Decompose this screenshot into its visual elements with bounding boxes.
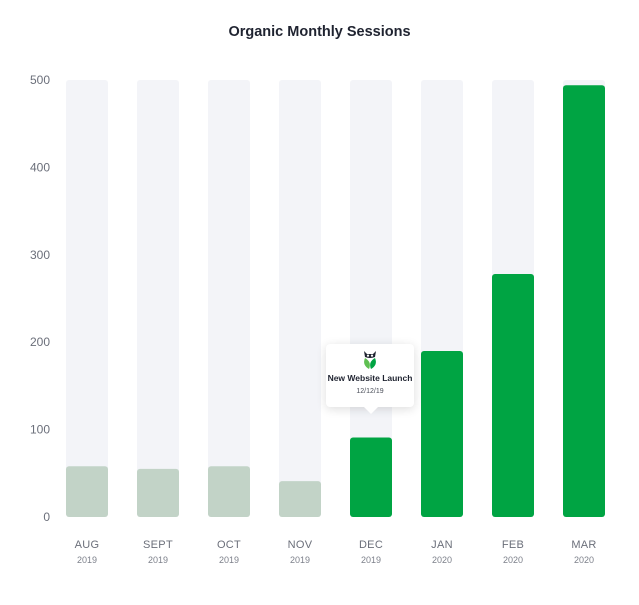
x-tick-month: AUG [75, 539, 100, 551]
x-tick-month: OCT [217, 539, 241, 551]
y-tick-label: 100 [30, 423, 50, 437]
owl-leaf-logo-icon [364, 351, 376, 369]
y-tick-label: 200 [30, 335, 50, 349]
bar-track [350, 80, 392, 517]
bar-sept [137, 468, 179, 517]
y-tick-label: 500 [30, 73, 50, 87]
x-tick-month: SEPT [143, 539, 173, 551]
annotation-title: New Website Launch [327, 373, 413, 383]
bar-track [137, 80, 179, 517]
bar-track [66, 80, 108, 517]
y-axis: 0 100 200 300 400 500 [30, 73, 50, 524]
x-tick-month: NOV [288, 539, 313, 551]
y-tick-label: 400 [30, 160, 50, 174]
x-tick-year: 2019 [219, 555, 239, 565]
x-tick-month: MAR [571, 539, 596, 551]
bar-oct [208, 466, 250, 517]
bar-mar [563, 85, 605, 517]
x-tick-year: 2020 [432, 555, 452, 565]
x-tick-month: JAN [431, 539, 453, 551]
chart-title: Organic Monthly Sessions [228, 24, 411, 40]
x-axis: AUG 2019 SEPT 2019 OCT 2019 NOV 2019 DEC 2019 JAN 2… [75, 539, 597, 565]
bar-nov [279, 481, 321, 517]
bar-jan [421, 350, 463, 517]
x-tick-year: 2019 [290, 555, 310, 565]
bar-dec [350, 437, 392, 517]
bars [66, 85, 605, 517]
x-tick-year: 2020 [503, 555, 523, 565]
x-tick-year: 2020 [574, 555, 594, 565]
x-tick-year: 2019 [77, 555, 97, 565]
bar-aug [66, 466, 108, 517]
x-tick-year: 2019 [361, 555, 381, 565]
x-tick-month: FEB [502, 539, 524, 551]
x-tick-month: DEC [359, 539, 383, 551]
annotation-date: 12/12/19 [356, 388, 384, 395]
bar-feb [492, 274, 534, 517]
y-tick-label: 0 [43, 510, 50, 524]
x-tick-year: 2019 [148, 555, 168, 565]
bar-track [208, 80, 250, 517]
annotation-tooltip: New Website Launch 12/12/19 [326, 344, 414, 414]
bar-track [279, 80, 321, 517]
y-tick-label: 300 [30, 248, 50, 262]
